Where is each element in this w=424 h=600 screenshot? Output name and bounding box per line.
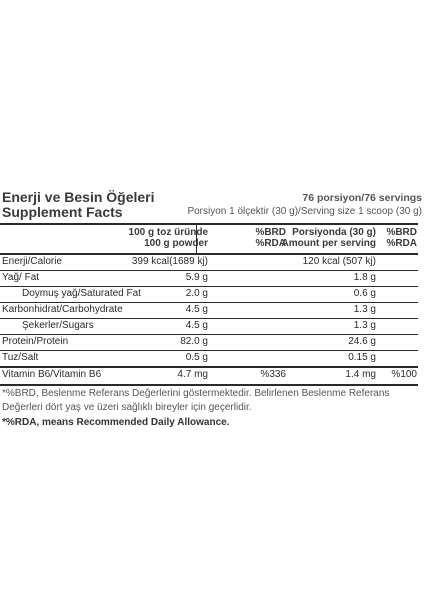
footnote-rda: *%RDA, means Recommended Daily Allowance… <box>2 417 230 428</box>
table-row: Doymuş yağ/Saturated Fat 2.0 g 0.6 g <box>0 287 418 302</box>
column-divider <box>196 224 197 254</box>
title-turkish: Enerji ve Besin Öğeleri <box>2 189 155 205</box>
col-brd1-en: %RDA <box>255 238 286 249</box>
row-serving: 1.3 g <box>353 304 376 315</box>
facts-header: Enerji ve Besin Öğeleri Supplement Facts… <box>0 190 424 220</box>
col-brd2-tr: %BRD <box>386 227 417 238</box>
col-per100-en: 100 g powder <box>144 238 208 249</box>
portions-count: 76 porsiyon/76 servings <box>302 192 422 204</box>
row-per100: 399 kcal(1689 kj) <box>131 256 208 267</box>
column-headers: 100 g toz üründe 100 g powder %BRD %RDA … <box>0 226 418 252</box>
row-divider <box>0 350 418 351</box>
col-serving-en: Amount per serving <box>281 238 376 249</box>
row-serving: 1.4 mg <box>345 369 376 380</box>
table-row: Karbonhidrat/Carbohydrate 4.5 g 1.3 g <box>0 303 418 318</box>
row-label: Karbonhidrat/Carbohydrate <box>2 304 123 315</box>
row-divider <box>0 366 418 368</box>
row-serving: 120 kcal (507 kj) <box>302 256 376 267</box>
row-serving: 0.15 g <box>348 352 376 363</box>
row-per100: 4.7 mg <box>177 369 208 380</box>
row-per100: 0.5 g <box>185 352 208 363</box>
table-row: Şekerler/Sugars 4.5 g 1.3 g <box>0 319 418 334</box>
col-brd2-en: %RDA <box>386 238 417 249</box>
table-row: Vitamin B6/Vitamin B6 4.7 mg %336 1.4 mg… <box>0 368 418 383</box>
columns-divider <box>0 253 418 255</box>
row-brd1: %336 <box>260 369 286 380</box>
row-label: Yağ/ Fat <box>2 272 40 283</box>
table-row: Enerji/Calorie 399 kcal(1689 kj) 120 kca… <box>0 255 418 270</box>
row-label: Vitamin B6/Vitamin B6 <box>2 369 102 380</box>
row-per100: 82.0 g <box>180 336 208 347</box>
row-brd2: %100 <box>391 369 417 380</box>
row-per100: 5.9 g <box>185 272 208 283</box>
row-serving: 24.6 g <box>348 336 376 347</box>
supplement-facts-panel: Enerji ve Besin Öğeleri Supplement Facts… <box>0 190 424 428</box>
serving-size: Porsiyon 1 ölçektir (30 g)/Serving size … <box>187 206 422 217</box>
row-divider <box>0 270 418 271</box>
row-divider <box>0 334 418 335</box>
table-row: Protein/Protein 82.0 g 24.6 g <box>0 335 418 350</box>
row-per100: 4.5 g <box>185 320 208 331</box>
table-row: Tuz/Salt 0.5 g 0.15 g <box>0 351 418 366</box>
header-divider <box>0 223 418 225</box>
row-label: Tuz/Salt <box>2 352 39 363</box>
row-serving: 1.3 g <box>353 320 376 331</box>
row-serving: 0.6 g <box>353 288 376 299</box>
row-label: Doymuş yağ/Saturated Fat <box>22 288 141 299</box>
row-per100: 4.5 g <box>185 304 208 315</box>
row-divider <box>0 286 418 287</box>
col-brd1-tr: %BRD <box>255 227 286 238</box>
table-row: Yağ/ Fat 5.9 g 1.8 g <box>0 271 418 286</box>
row-divider <box>0 318 418 319</box>
footnote-brd: *%BRD, Beslenme Referans Değerlerini gös… <box>2 388 390 413</box>
row-per100: 2.0 g <box>185 288 208 299</box>
row-label: Şekerler/Sugars <box>22 320 94 331</box>
col-serving-tr: Porsiyonda (30 g) <box>292 227 376 238</box>
row-divider <box>0 302 418 303</box>
table-bottom-rule <box>0 384 418 386</box>
col-per100-tr: 100 g toz üründe <box>128 227 208 238</box>
row-label: Protein/Protein <box>2 336 69 347</box>
row-label: Enerji/Calorie <box>2 256 63 267</box>
row-serving: 1.8 g <box>353 272 376 283</box>
title-english: Supplement Facts <box>2 204 123 220</box>
